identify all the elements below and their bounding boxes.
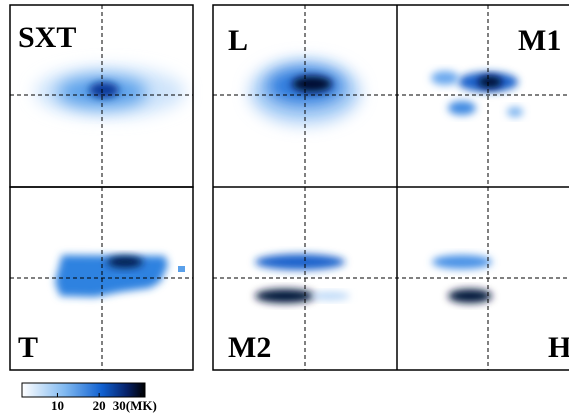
panel-t: T [9, 186, 194, 371]
panel-sxt: SXT [9, 4, 194, 188]
panel-block: L M1 M2 H [212, 4, 569, 371]
panel-label: M2 [228, 331, 271, 364]
panel-label: T [18, 331, 38, 364]
tick-label: 30(MK) [113, 398, 157, 413]
tick-label: 20 [93, 398, 106, 413]
tick-label: 10 [51, 398, 64, 413]
colorbar: 10 20 30(MK) [21, 382, 157, 413]
panel-label: M1 [518, 24, 561, 57]
panel-label: SXT [18, 21, 76, 54]
colorbar-scale [21, 382, 146, 398]
panel-label: L [228, 24, 248, 57]
panel-label: H [548, 331, 569, 364]
